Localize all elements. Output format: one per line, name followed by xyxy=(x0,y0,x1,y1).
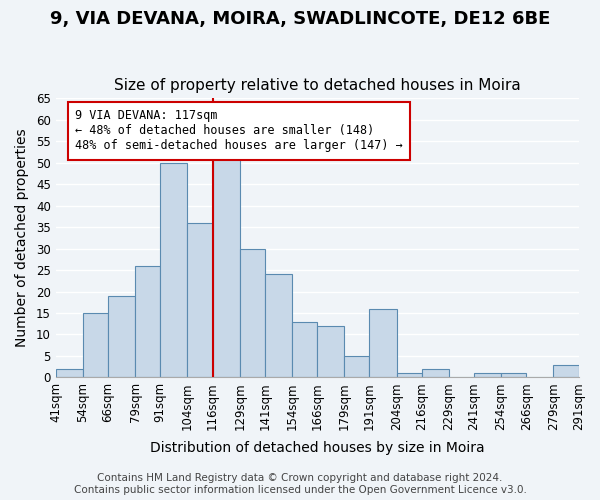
Bar xyxy=(292,322,317,378)
Bar xyxy=(501,373,526,378)
Bar xyxy=(422,369,449,378)
Bar xyxy=(187,223,212,378)
Bar xyxy=(56,369,83,378)
Text: 9 VIA DEVANA: 117sqm
← 48% of detached houses are smaller (148)
48% of semi-deta: 9 VIA DEVANA: 117sqm ← 48% of detached h… xyxy=(75,110,403,152)
Bar xyxy=(317,326,344,378)
Title: Size of property relative to detached houses in Moira: Size of property relative to detached ho… xyxy=(114,78,520,93)
Bar xyxy=(474,373,501,378)
Bar xyxy=(160,162,187,378)
Bar xyxy=(212,154,240,378)
Bar xyxy=(344,356,370,378)
Text: Contains HM Land Registry data © Crown copyright and database right 2024.
Contai: Contains HM Land Registry data © Crown c… xyxy=(74,474,526,495)
Bar xyxy=(265,274,292,378)
Bar xyxy=(397,373,422,378)
Text: 9, VIA DEVANA, MOIRA, SWADLINCOTE, DE12 6BE: 9, VIA DEVANA, MOIRA, SWADLINCOTE, DE12 … xyxy=(50,10,550,28)
X-axis label: Distribution of detached houses by size in Moira: Distribution of detached houses by size … xyxy=(150,441,484,455)
Bar xyxy=(553,364,578,378)
Bar xyxy=(240,248,265,378)
Y-axis label: Number of detached properties: Number of detached properties xyxy=(15,128,29,347)
Bar xyxy=(108,296,135,378)
Bar xyxy=(135,266,160,378)
Bar xyxy=(83,313,108,378)
Bar xyxy=(370,308,397,378)
